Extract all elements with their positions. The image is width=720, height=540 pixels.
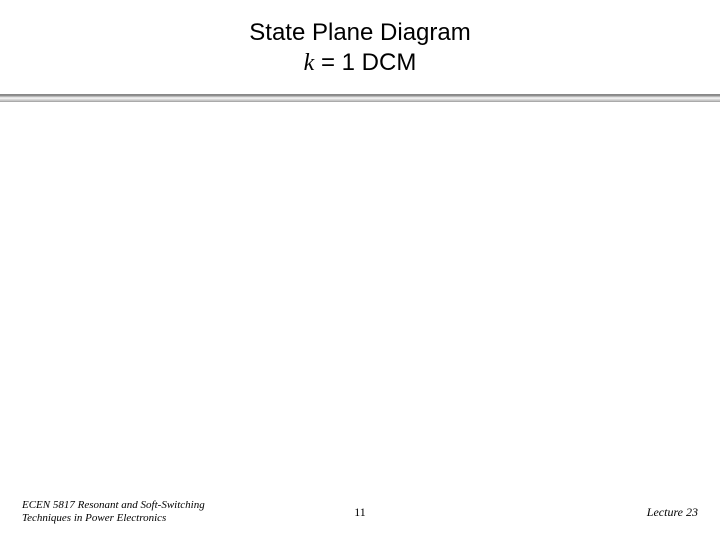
title-line-1: State Plane Diagram (0, 18, 720, 48)
horizontal-divider (0, 94, 720, 102)
footer-left-line2: Techniques in Power Electronics (22, 512, 205, 526)
footer-page-number: 11 (354, 505, 366, 520)
slide: State Plane Diagram k = 1 DCM ECEN 5817 … (0, 0, 720, 540)
footer-lecture-number: Lecture 23 (647, 505, 698, 520)
slide-title: State Plane Diagram k = 1 DCM (0, 18, 720, 78)
title-k-italic: k (304, 50, 315, 76)
footer-course-title: ECEN 5817 Resonant and Soft-Switching Te… (22, 499, 205, 527)
title-line-2: k = 1 DCM (0, 48, 720, 78)
footer: ECEN 5817 Resonant and Soft-Switching Te… (0, 496, 720, 526)
footer-left-line1: ECEN 5817 Resonant and Soft-Switching (22, 499, 205, 513)
title-line-2-rest: = 1 DCM (314, 49, 416, 76)
